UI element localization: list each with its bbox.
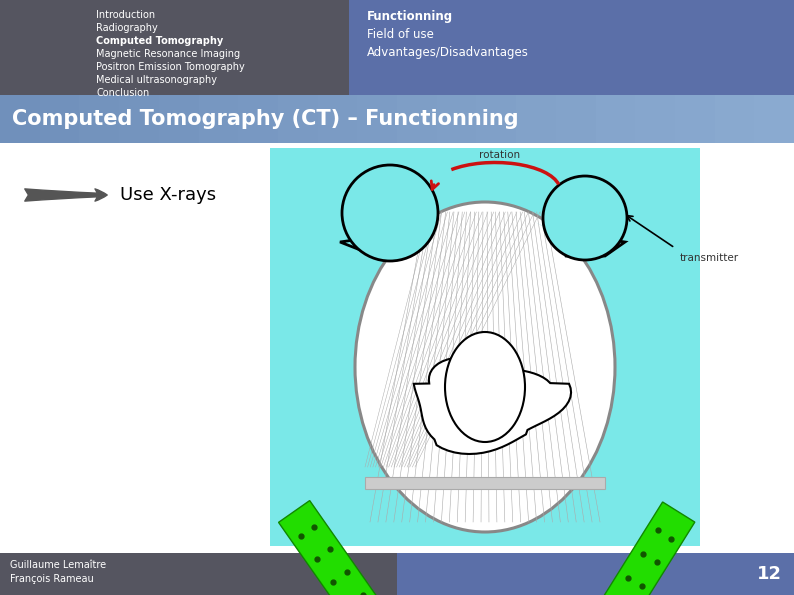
Bar [270, 148, 700, 546]
Text: Radiography: Radiography [96, 23, 158, 33]
Polygon shape [565, 237, 625, 256]
Text: Medical ultrasonography: Medical ultrasonography [96, 75, 217, 85]
Bar [556, 95, 596, 143]
Text: Guillaume Lemaître
François Rameau: Guillaume Lemaître François Rameau [10, 560, 106, 584]
Bar [476, 95, 516, 143]
Text: Magnetic Resonance Imaging: Magnetic Resonance Imaging [96, 49, 241, 59]
Bar [198, 95, 238, 143]
Bar [349, 0, 794, 95]
Text: Use X-rays: Use X-rays [120, 186, 216, 204]
Text: 12: 12 [757, 565, 782, 583]
Bar [40, 95, 79, 143]
Bar [675, 95, 715, 143]
Ellipse shape [355, 202, 615, 532]
Bar [0, 0, 349, 95]
Text: Functionning: Functionning [368, 10, 453, 23]
Text: Conclusion: Conclusion [96, 88, 149, 98]
Text: Introduction: Introduction [96, 10, 155, 20]
Bar [0, 95, 40, 143]
Bar [437, 95, 476, 143]
Bar [357, 95, 397, 143]
Text: Positron Emission Tomography: Positron Emission Tomography [96, 62, 245, 72]
Polygon shape [535, 222, 585, 250]
Polygon shape [575, 502, 695, 595]
Bar [159, 95, 198, 143]
Bar [397, 553, 794, 595]
Circle shape [543, 176, 627, 260]
Text: Computed Tomography: Computed Tomography [96, 36, 223, 46]
Text: rotation: rotation [480, 150, 521, 160]
Text: Computed Tomography (CT) – Functionning: Computed Tomography (CT) – Functionning [12, 109, 518, 129]
Bar [119, 95, 159, 143]
Bar [278, 95, 318, 143]
Polygon shape [340, 237, 412, 253]
Bar [79, 95, 119, 143]
Bar [516, 95, 556, 143]
Polygon shape [414, 358, 571, 454]
Polygon shape [279, 500, 402, 595]
Text: Field of use: Field of use [368, 28, 434, 41]
Bar [0, 553, 397, 595]
Bar [596, 95, 635, 143]
Bar [365, 477, 605, 489]
Bar [754, 95, 794, 143]
Bar [0, 143, 794, 553]
Text: Advantages/Disadvantages: Advantages/Disadvantages [368, 46, 530, 59]
Bar [397, 95, 437, 143]
Bar [238, 95, 278, 143]
Ellipse shape [445, 332, 525, 442]
Polygon shape [385, 222, 435, 248]
Bar [715, 95, 754, 143]
Bar [318, 95, 357, 143]
Text: transmitter: transmitter [680, 253, 739, 263]
Bar [635, 95, 675, 143]
Circle shape [342, 165, 438, 261]
